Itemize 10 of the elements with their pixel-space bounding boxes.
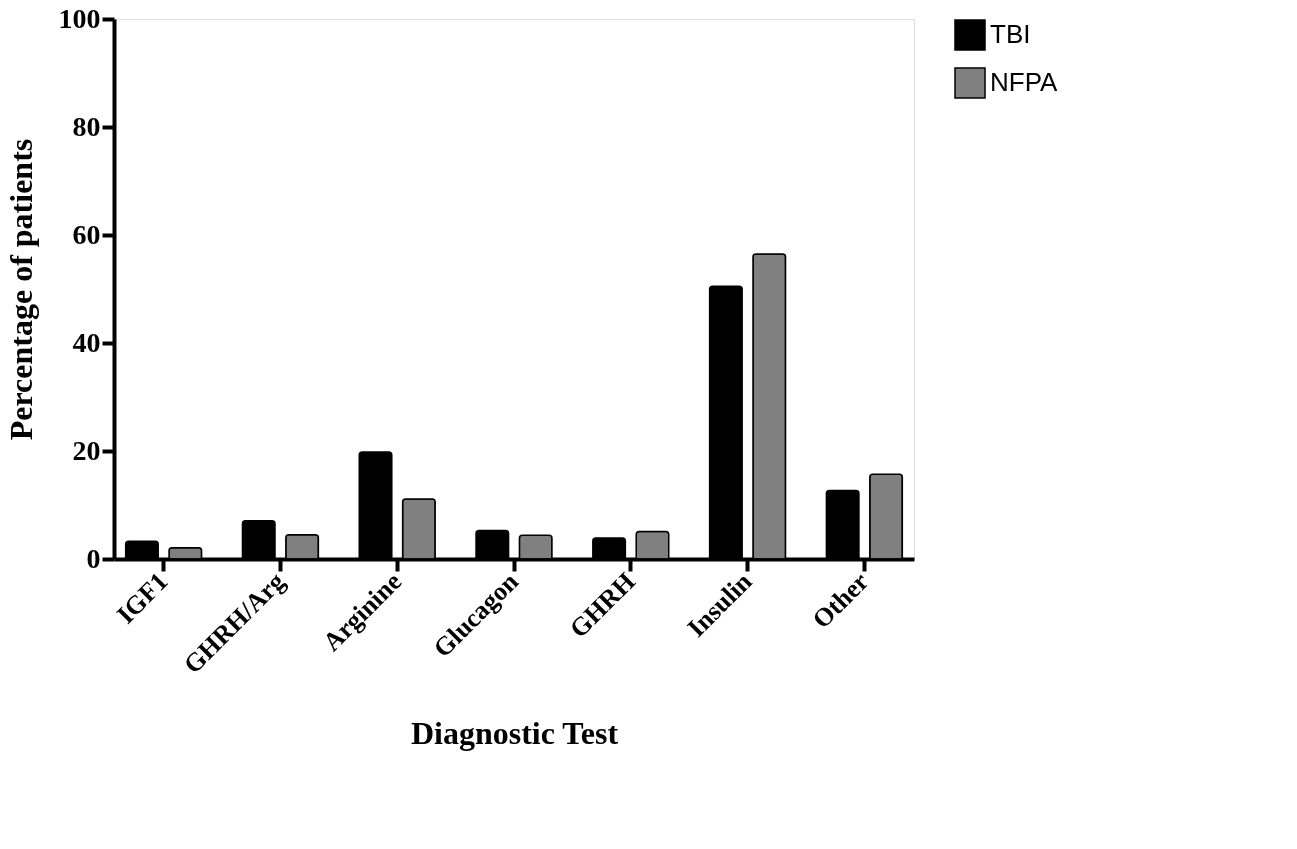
x-axis-title: Diagnostic Test: [410, 714, 619, 751]
y-tick-label: 0: [86, 542, 101, 574]
legend-label: TBI: [990, 19, 1031, 49]
y-tick-label: 40: [72, 326, 101, 358]
y-tick-label: 20: [72, 434, 101, 466]
y-axis-title: Percentage of patients: [2, 138, 39, 441]
y-tick-label: 60: [72, 218, 101, 250]
legend-label: NFPA: [990, 67, 1059, 97]
y-tick-label: 80: [72, 110, 101, 142]
y-tick-label: 100: [58, 2, 101, 34]
